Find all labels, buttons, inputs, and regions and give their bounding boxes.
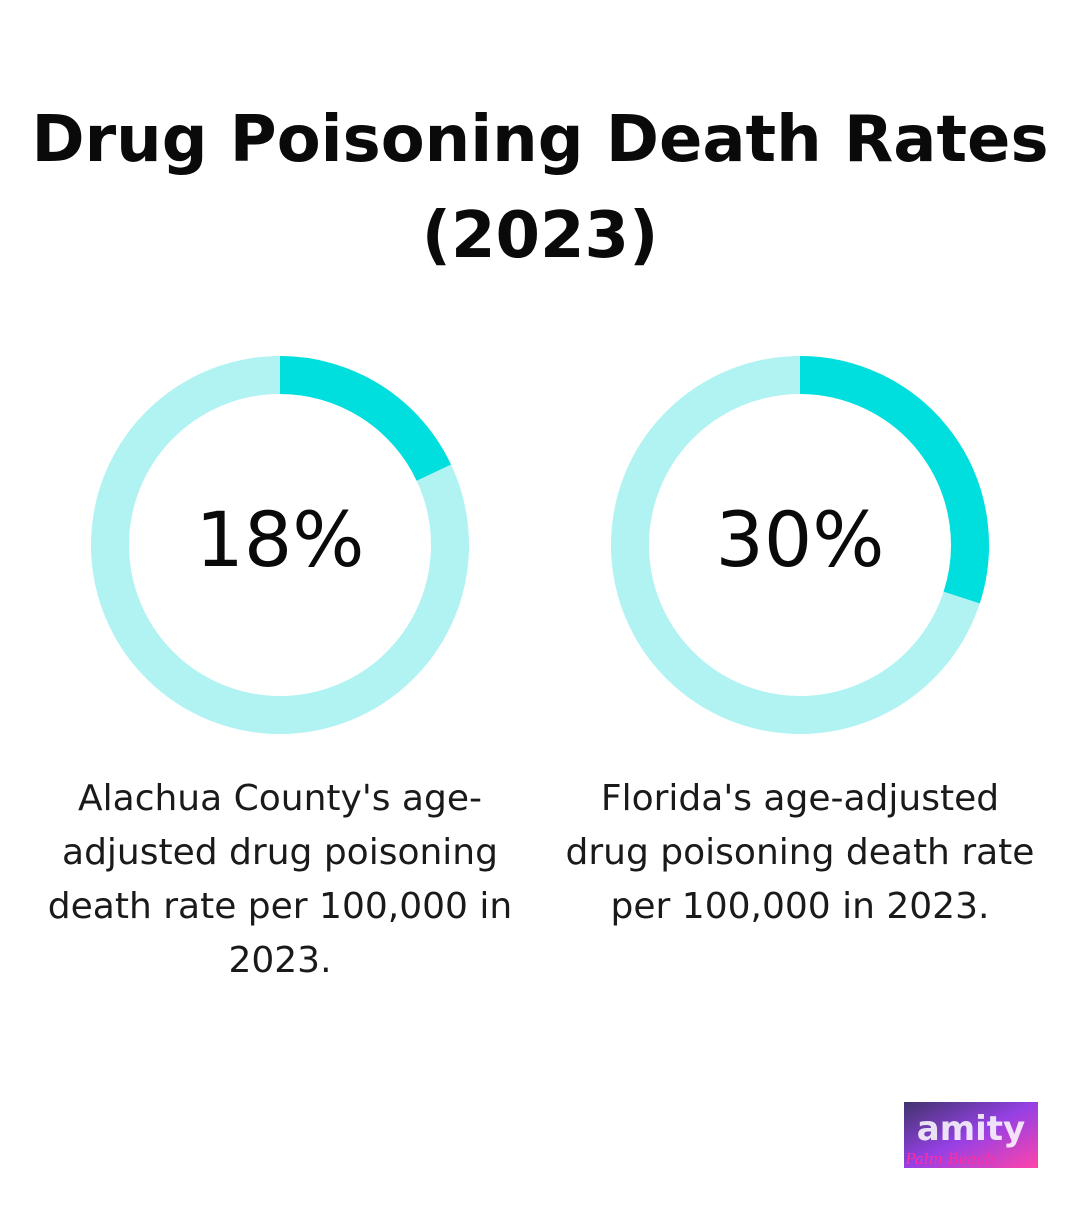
amity-logo: amity Palm Beach bbox=[900, 1100, 1040, 1172]
donut-chart-florida: 30% bbox=[605, 350, 995, 740]
donut-value-arc bbox=[799, 356, 989, 604]
donut-chart-alachua: 18% bbox=[85, 350, 475, 740]
donut-caption-alachua: Alachua County's age-adjusted drug poiso… bbox=[47, 778, 513, 981]
donut-value-label: 18% bbox=[195, 494, 365, 584]
amity-logo-graphic: amity Palm Beach bbox=[904, 1102, 1038, 1168]
donut-svg-florida bbox=[611, 356, 989, 734]
svg-text:amity: amity bbox=[917, 1109, 1025, 1149]
chart-title: Drug Poisoning Death Rates (2023) bbox=[31, 103, 1049, 273]
svg-text:Palm Beach: Palm Beach bbox=[904, 1150, 994, 1168]
donut-svg-alachua bbox=[91, 356, 469, 734]
donut-value-arc bbox=[279, 356, 452, 482]
donut-value-label: 30% bbox=[715, 494, 885, 584]
donut-caption-florida: Florida's age-adjusted drug poisoning de… bbox=[565, 778, 1035, 927]
